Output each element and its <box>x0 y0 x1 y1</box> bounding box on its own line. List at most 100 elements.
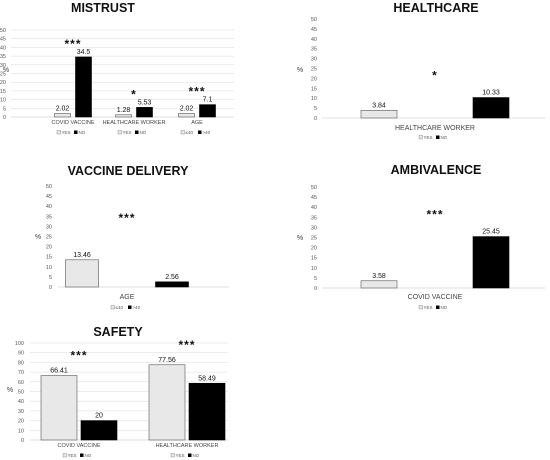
y-tick-label: 20 <box>311 246 317 252</box>
legend-label: ≤40 <box>116 305 124 310</box>
legend-label: YES <box>68 453 77 458</box>
delivery-chart: VACCINE DELIVERY 0 5 10 15 20 25 30 35 40 45 50% 13.… <box>35 164 229 310</box>
category-label: HEALTHCARE WORKER <box>395 125 475 132</box>
data-label: 58.49 <box>198 375 216 382</box>
legend-label: YES <box>62 130 71 135</box>
legend: ≤40 >40 <box>110 305 141 310</box>
healthcare-chart: HEALTHCARE 0 5 10 15 20 25 30 35 40 45 50% 3.84 10.33… <box>297 1 545 140</box>
y-tick-label: 50 <box>18 390 24 396</box>
legend-swatch <box>110 305 115 310</box>
legend: YES NO <box>62 453 92 458</box>
legend-label: YES <box>123 130 132 135</box>
y-tick-label: 15 <box>311 86 317 92</box>
y-tick-label: 45 <box>46 194 52 200</box>
y-tick-label: 10 <box>311 96 317 102</box>
significance-marker: *** <box>188 85 205 99</box>
y-tick-label: 0 <box>314 116 317 122</box>
legend-label: NO <box>193 453 200 458</box>
legend-swatch <box>74 130 78 134</box>
y-axis-label: % <box>7 387 13 394</box>
bar <box>472 236 510 289</box>
healthcare-title: HEALTHCARE <box>393 1 478 15</box>
category-label: AGE <box>191 120 203 126</box>
y-tick-label: 10 <box>18 428 24 434</box>
y-tick-label: 5 <box>314 276 317 282</box>
data-label: 2.56 <box>165 274 179 281</box>
legend-swatch <box>80 453 84 457</box>
ambivalence-title: AMBIVALENCE <box>391 163 482 177</box>
y-tick-label: 25 <box>311 67 317 73</box>
category-label: HEALTHCARE WORKER <box>156 443 219 449</box>
y-tick-label: 30 <box>311 225 317 231</box>
y-tick-label: 10 <box>0 98 6 104</box>
bar <box>188 382 226 441</box>
bar <box>360 110 398 119</box>
legend-label: NO <box>441 305 448 310</box>
data-label: 20 <box>95 413 103 420</box>
y-tick-label: 30 <box>311 57 317 63</box>
data-label: 66.41 <box>50 368 68 375</box>
y-tick-label: 15 <box>46 255 52 261</box>
significance-marker: *** <box>178 338 195 352</box>
data-label: 25.45 <box>482 229 500 236</box>
y-tick-label: 30 <box>18 409 24 415</box>
legend-label: YES <box>424 135 433 140</box>
y-tick-label: 15 <box>0 89 6 95</box>
y-tick-label: 0 <box>3 115 6 121</box>
legend: YES NO <box>418 305 448 310</box>
bar <box>199 104 216 118</box>
y-tick-label: 50 <box>0 28 6 34</box>
data-label: 10.33 <box>482 90 500 97</box>
bar <box>360 280 398 289</box>
bar <box>40 375 78 441</box>
data-label: 13.46 <box>73 252 91 259</box>
y-tick-label: 25 <box>311 236 317 242</box>
legend-swatch <box>56 130 61 135</box>
y-tick-label: 10 <box>46 265 52 271</box>
significance-marker: *** <box>70 349 87 363</box>
y-axis-label: % <box>297 67 303 74</box>
y-tick-label: 25 <box>0 72 6 78</box>
category-label: COVID VACCINE <box>52 120 95 126</box>
significance-marker: * <box>432 69 438 83</box>
y-tick-label: 35 <box>311 47 317 53</box>
y-axis-label: % <box>35 234 41 241</box>
y-axis-label: % <box>3 67 9 74</box>
legend-label: YES <box>424 305 433 310</box>
data-label: 7.1 <box>203 97 213 104</box>
data-label: 2.02 <box>56 105 70 112</box>
y-tick-label: 50 <box>46 184 52 190</box>
significance-marker: * <box>131 87 137 101</box>
y-tick-label: 20 <box>0 80 6 86</box>
legend-label: NO <box>79 130 86 135</box>
y-tick-label: 5 <box>49 275 52 281</box>
significance-marker: *** <box>64 37 81 51</box>
bar <box>80 420 118 441</box>
legend-label: NO <box>85 453 92 458</box>
legend-swatch <box>62 453 67 458</box>
legend-label: NO <box>140 130 147 135</box>
legend-swatch <box>117 130 122 135</box>
y-tick-label: 20 <box>311 76 317 82</box>
y-tick-label: 45 <box>0 37 6 43</box>
y-tick-label: 40 <box>46 204 52 210</box>
delivery-title: VACCINE DELIVERY <box>68 164 190 178</box>
bar <box>178 113 195 118</box>
y-tick-label: 0 <box>314 286 317 292</box>
bar <box>148 364 186 441</box>
y-tick-label: 60 <box>18 380 24 386</box>
y-tick-label: 10 <box>311 266 317 272</box>
y-tick-label: 45 <box>311 195 317 201</box>
y-tick-label: 40 <box>311 37 317 43</box>
legend-label: ≤40 <box>186 130 194 135</box>
legend-swatch <box>170 453 175 458</box>
y-tick-label: 20 <box>46 245 52 251</box>
y-tick-label: 90 <box>18 351 24 357</box>
legend-swatch <box>180 130 185 135</box>
bar <box>54 113 71 118</box>
significance-marker: *** <box>118 211 135 225</box>
y-tick-label: 30 <box>46 224 52 230</box>
legend: ≤40 >40 <box>180 130 211 135</box>
bar <box>75 56 92 118</box>
